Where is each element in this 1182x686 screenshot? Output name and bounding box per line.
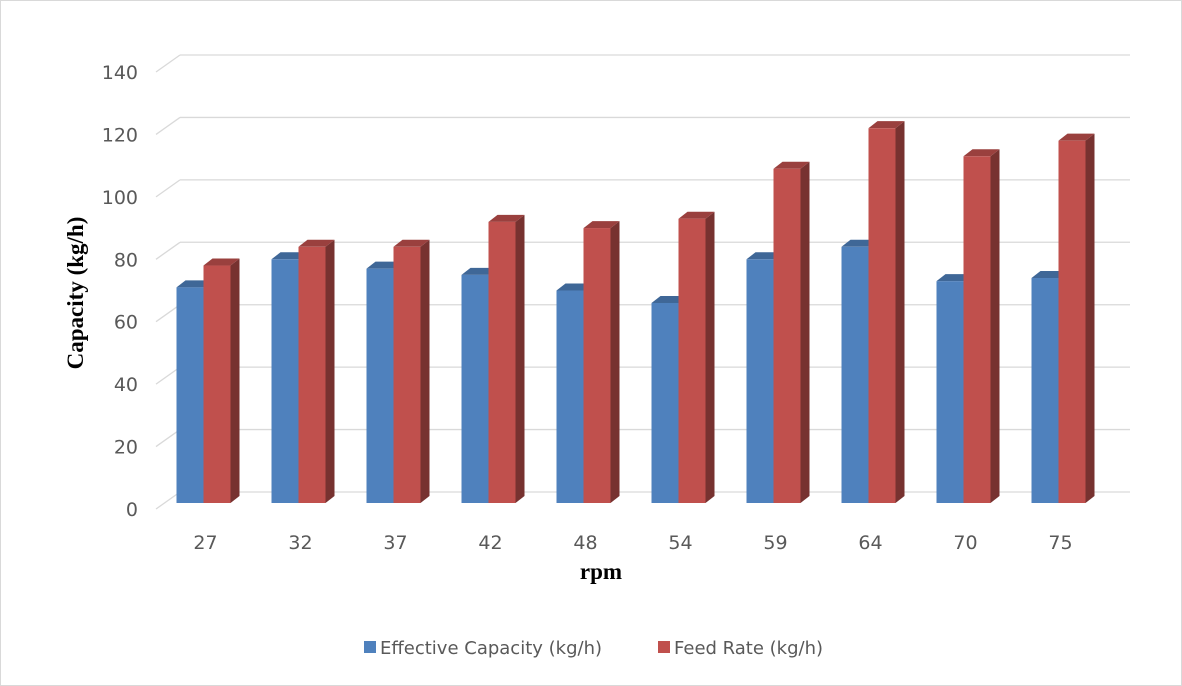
bar-top	[583, 221, 620, 229]
bar-front	[176, 287, 204, 503]
bar	[203, 258, 240, 503]
x-tick-label: 37	[383, 532, 407, 554]
bar	[298, 239, 335, 504]
bar-front	[746, 259, 774, 503]
bar-front	[1058, 140, 1086, 503]
bar-side	[800, 161, 810, 503]
bar-side	[515, 214, 525, 504]
bar	[773, 161, 810, 503]
bar-side	[1085, 133, 1095, 503]
bar-top	[868, 121, 905, 129]
y-tick-label: 20	[114, 437, 138, 459]
bar-side	[230, 258, 240, 503]
bar	[393, 239, 430, 504]
gridline-depth	[155, 491, 181, 510]
bars	[176, 121, 1095, 504]
x-axis-ticks: 27 32 37 42 48 54 59 64 70 75	[193, 532, 1072, 554]
bar-front	[678, 218, 706, 503]
bar-top	[298, 239, 335, 247]
bar-side	[610, 221, 620, 504]
x-tick-label: 42	[478, 532, 502, 554]
bar-front	[556, 290, 584, 503]
x-tick-label: 64	[858, 532, 882, 554]
bar-front	[488, 221, 516, 504]
bar-side	[325, 239, 335, 504]
gridline-depth	[155, 241, 181, 260]
bar-front	[461, 274, 489, 503]
legend: Effective Capacity (kg/h) Feed Rate (kg/h…	[364, 638, 823, 659]
bar-side	[705, 211, 715, 503]
y-tick-label: 60	[114, 312, 138, 334]
bar-top	[773, 161, 810, 169]
x-tick-label: 75	[1048, 532, 1072, 554]
bar-front	[298, 246, 326, 504]
bar-top	[678, 211, 715, 219]
bar-front	[868, 128, 896, 503]
bar-front	[773, 168, 801, 503]
y-tick-label: 80	[114, 249, 138, 271]
bar-top	[963, 149, 1000, 157]
bar	[1058, 133, 1095, 503]
y-tick-label: 140	[102, 62, 138, 84]
bar-top	[393, 239, 430, 247]
gridline-depth	[155, 179, 181, 198]
y-tick-label: 0	[126, 499, 138, 521]
bar	[488, 214, 525, 504]
x-tick-label: 70	[953, 532, 977, 554]
bar-front	[203, 265, 231, 503]
bar	[678, 211, 715, 503]
gridline-depth	[155, 366, 181, 385]
bar	[868, 121, 905, 503]
bar-front	[366, 268, 394, 503]
bar-side	[420, 239, 430, 504]
x-tick-label: 32	[288, 532, 312, 554]
legend-swatch	[658, 641, 670, 653]
y-tick-label: 120	[102, 124, 138, 146]
bar-side	[895, 121, 905, 503]
gridline-depth	[155, 429, 181, 448]
legend-label: Effective Capacity (kg/h)	[380, 638, 602, 659]
bar-front	[841, 246, 869, 504]
legend-label: Feed Rate (kg/h)	[674, 638, 823, 659]
legend-item: Feed Rate (kg/h)	[658, 638, 823, 659]
gridline-depth	[155, 116, 181, 135]
bar-front	[936, 281, 964, 503]
legend-swatch	[364, 641, 376, 653]
legend-item: Effective Capacity (kg/h)	[364, 638, 602, 659]
bar	[963, 149, 1000, 503]
bar-front	[271, 259, 299, 503]
bar-top	[203, 258, 240, 266]
bar-front	[393, 246, 421, 504]
x-tick-label: 59	[763, 532, 787, 554]
x-tick-label: 27	[193, 532, 217, 554]
x-axis-title: rpm	[580, 559, 622, 584]
x-tick-label: 48	[573, 532, 597, 554]
bar-top	[488, 214, 525, 222]
bar-front	[963, 156, 991, 503]
bar-front	[651, 302, 679, 503]
y-axis-title: Capacity (kg/h)	[63, 217, 88, 370]
y-axis-ticks: 0 20 40 60 80 100 120 140	[102, 62, 138, 521]
y-tick-label: 100	[102, 187, 138, 209]
x-tick-label: 54	[668, 532, 692, 554]
bar	[583, 221, 620, 504]
bar-front	[583, 228, 611, 504]
bar-top	[1058, 133, 1095, 141]
gridline-depth	[155, 54, 181, 73]
bar-side	[990, 149, 1000, 503]
bar-front	[1031, 278, 1059, 503]
y-tick-label: 40	[114, 374, 138, 396]
gridline-depth	[155, 304, 181, 323]
